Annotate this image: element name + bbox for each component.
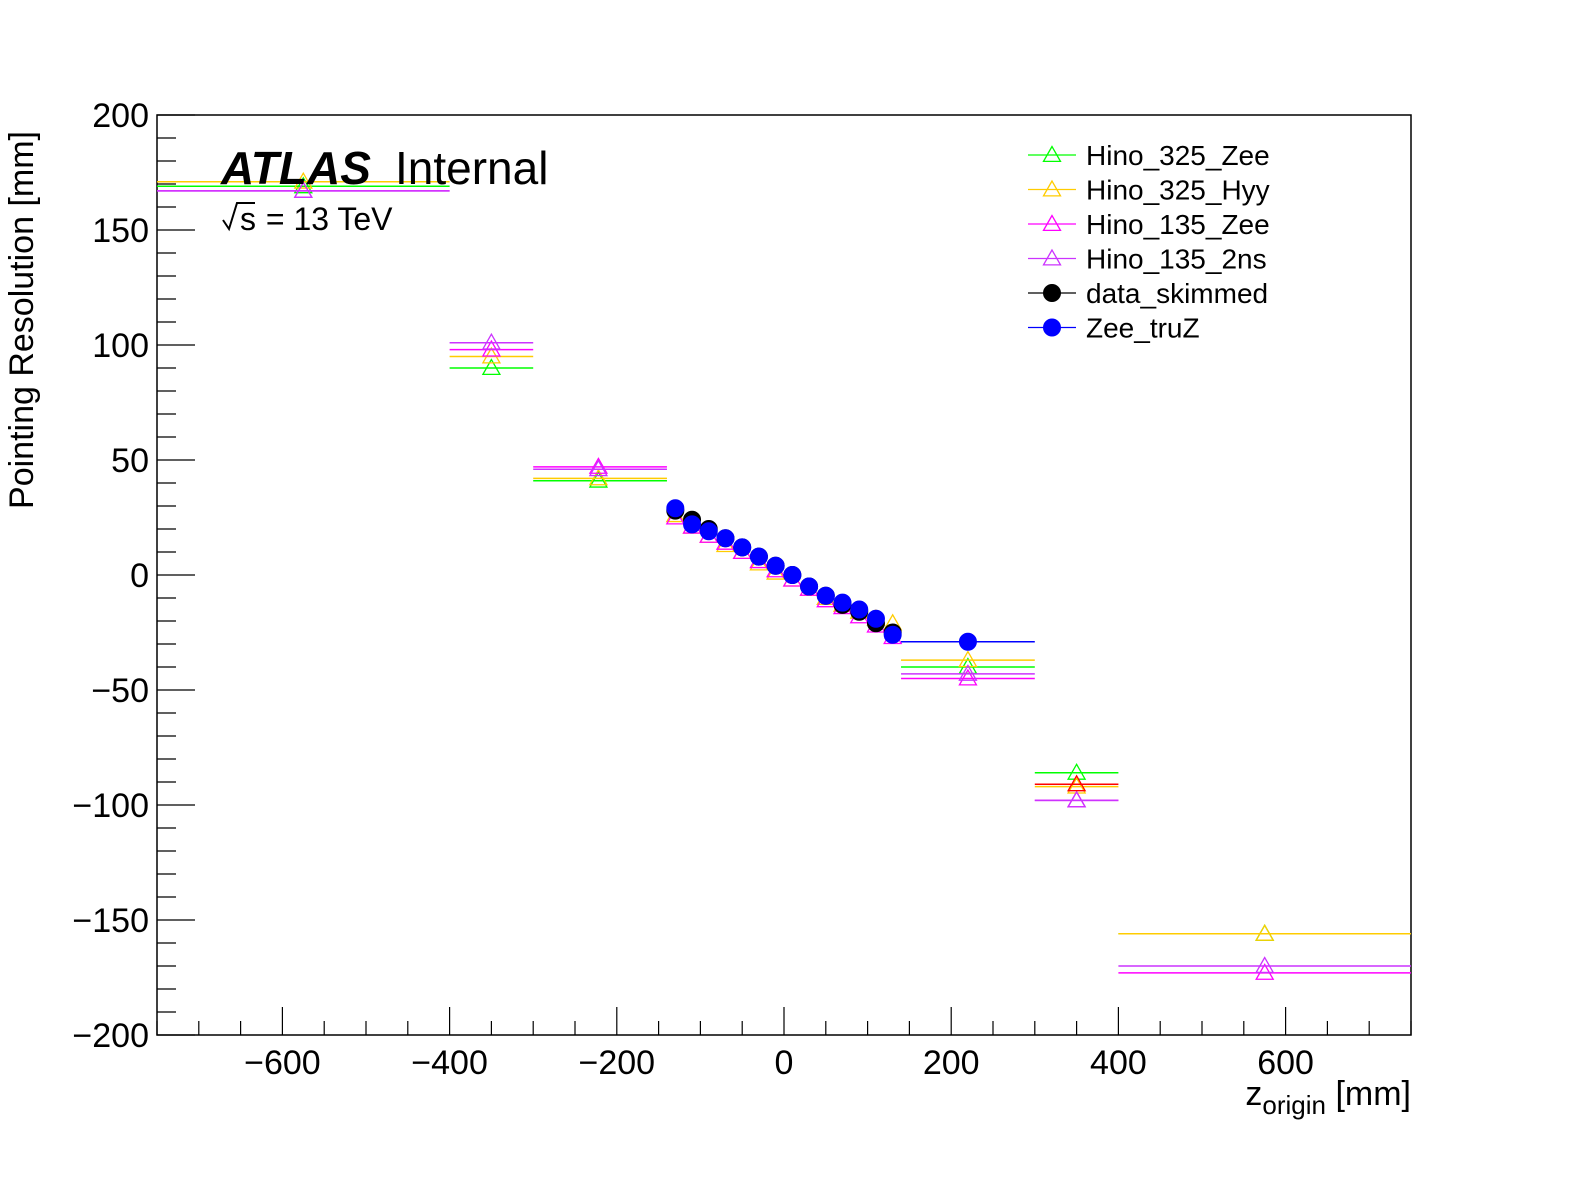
- legend-item: Hino_325_Zee: [1028, 140, 1270, 171]
- data-point: [293, 171, 313, 189]
- legend-item: data_skimmed: [1028, 278, 1268, 309]
- data-point: [293, 181, 313, 198]
- data-point: [800, 577, 819, 596]
- data-point: [588, 459, 609, 477]
- data-point: [783, 566, 802, 584]
- legend-marker: [1042, 214, 1062, 232]
- energy-symbol: s: [240, 201, 256, 237]
- legend-marker: [1042, 145, 1062, 163]
- y-axis-title: Pointing Resolution [mm]: [3, 131, 41, 509]
- data-point: [958, 668, 978, 686]
- data-point: [1066, 790, 1087, 808]
- atlas-experiment-label: ATLAS: [220, 142, 371, 194]
- y-tick-label: −50: [91, 672, 149, 710]
- data-point: [293, 176, 313, 194]
- series-unlabeled-6: [1034, 774, 1119, 792]
- axes: −200 −150 −100 −50 0 50 100 150 200 −600 −400 −200 0…: [72, 97, 1412, 1082]
- data-point: [1066, 774, 1087, 792]
- sqrt-symbol: [222, 202, 255, 232]
- y-tick-label: 0: [130, 557, 149, 595]
- data-point: [883, 625, 902, 644]
- data-point: [699, 522, 718, 541]
- data-point: [833, 593, 852, 612]
- x-axis-title-main: z: [1245, 1075, 1262, 1113]
- y-tick-label: 200: [92, 97, 149, 135]
- y-tick-label: −150: [72, 902, 149, 940]
- x-tick-label: −600: [244, 1044, 321, 1082]
- data-point: [588, 457, 609, 474]
- data-point: [1255, 956, 1275, 974]
- legend-marker: [1043, 284, 1061, 302]
- data-point: [733, 538, 752, 557]
- data-point: [850, 600, 869, 619]
- data-point: [958, 664, 978, 681]
- x-tick-label: 200: [923, 1044, 980, 1082]
- data-point: [1255, 923, 1275, 941]
- data-point: [1066, 790, 1087, 808]
- atlas-label: ATLAS Internal: [220, 142, 548, 194]
- data-point: [481, 358, 502, 376]
- legend-label: data_skimmed: [1086, 278, 1268, 309]
- legend-item: Hino_325_Hyy: [1028, 175, 1270, 206]
- atlas-status-label: Internal: [395, 142, 548, 194]
- series-hino-135-2ns: [157, 181, 1411, 974]
- data-point: [683, 515, 702, 534]
- x-axis-title-sub: origin: [1262, 1090, 1326, 1120]
- legend-label: Hino_325_Hyy: [1086, 175, 1270, 206]
- data-point: [816, 586, 835, 605]
- data-point: [958, 632, 977, 651]
- series-zee-truz: [666, 499, 1035, 651]
- data-point: [766, 556, 785, 575]
- legend-item: Zee_truZ: [1028, 313, 1200, 344]
- data-point: [588, 470, 609, 488]
- x-axis-title-unit-text: [mm]: [1335, 1075, 1411, 1113]
- data-point: [866, 609, 885, 628]
- x-tick-label: −200: [579, 1044, 656, 1082]
- x-axis-title: zorigin [mm]: [1245, 1075, 1411, 1120]
- data-point: [749, 547, 768, 566]
- data-point: [1255, 923, 1275, 941]
- y-tick-label: 100: [92, 327, 149, 365]
- x-tick-label: 400: [1090, 1044, 1147, 1082]
- legend-label: Zee_truZ: [1086, 313, 1200, 344]
- legend-marker: [1042, 179, 1062, 197]
- legend-label: Hino_135_Zee: [1086, 209, 1270, 240]
- data-point: [666, 499, 685, 518]
- y-tick-label: 150: [92, 212, 149, 250]
- y-tick-label: −100: [72, 787, 149, 825]
- plot-area: [157, 171, 1411, 980]
- y-tick-label: −200: [72, 1017, 149, 1055]
- energy-label: s = 13 TeV: [222, 201, 393, 237]
- x-tick-label: 0: [775, 1044, 794, 1082]
- data-point: [716, 529, 735, 548]
- x-tick-label: 600: [1257, 1044, 1314, 1082]
- data-point: [481, 332, 502, 350]
- legend-marker: [1042, 248, 1062, 266]
- legend-label: Hino_325_Zee: [1086, 140, 1270, 171]
- data-point: [588, 468, 609, 486]
- energy-value: = 13 TeV: [257, 201, 393, 237]
- legend-item: Hino_135_Zee: [1028, 209, 1270, 240]
- legend-item: Hino_135_2ns: [1028, 244, 1267, 275]
- y-tick-label: 50: [111, 442, 149, 480]
- x-axis-title-unit: [1326, 1075, 1335, 1113]
- legend-marker: [1043, 318, 1061, 337]
- x-tick-label: −400: [411, 1044, 488, 1082]
- legend-label: Hino_135_2ns: [1086, 244, 1267, 275]
